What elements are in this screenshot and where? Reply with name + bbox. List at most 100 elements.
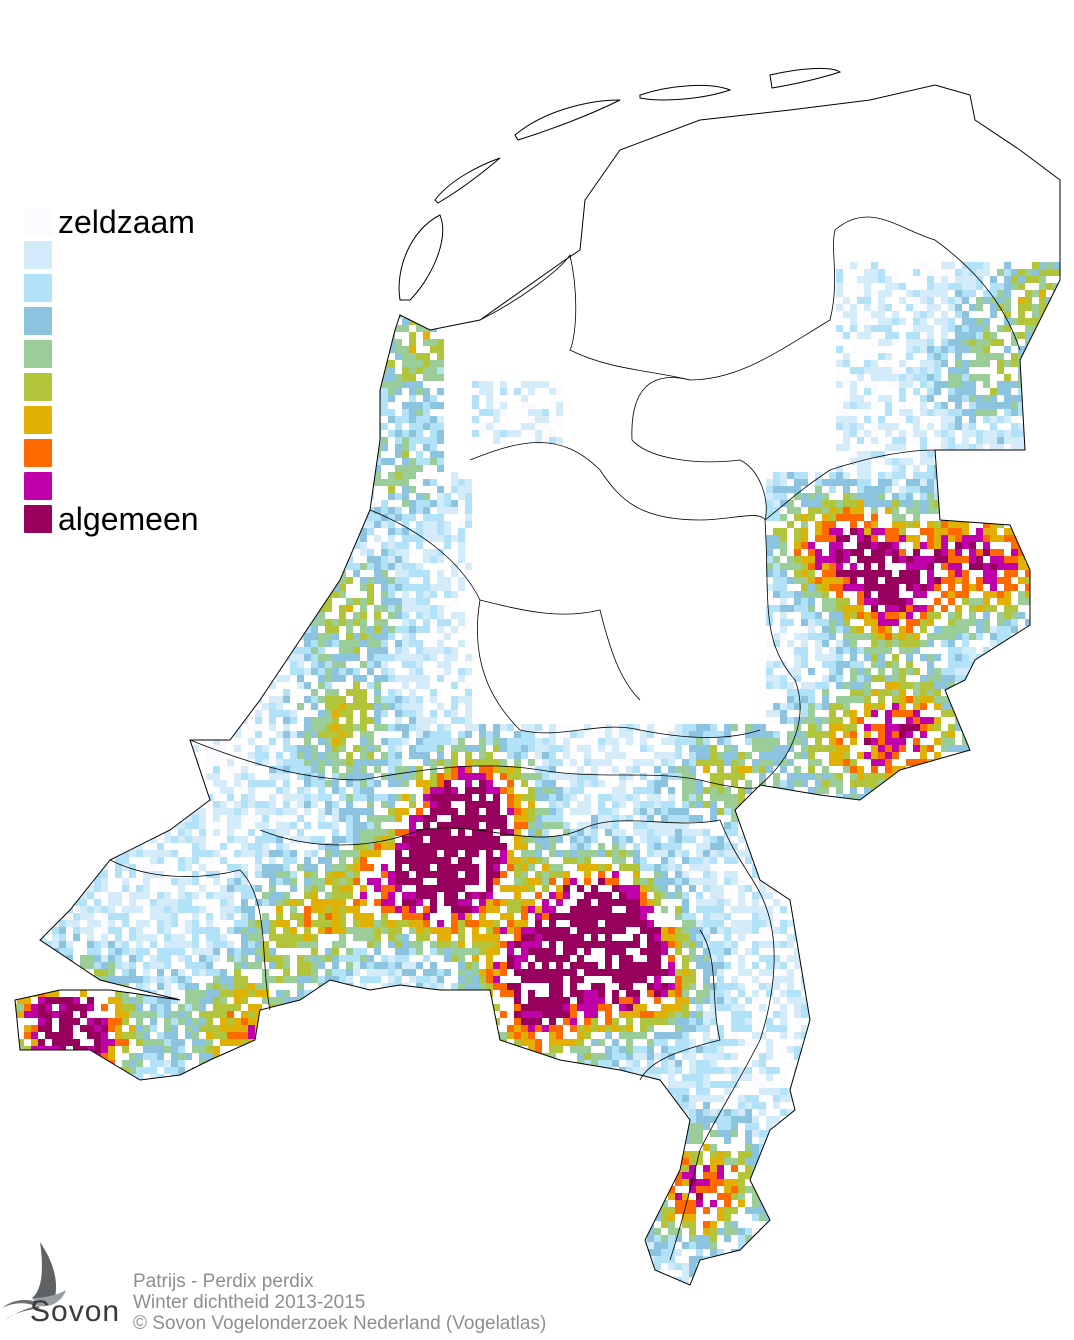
- density-cell: [241, 129, 248, 136]
- density-cell: [227, 605, 234, 612]
- density-cell: [808, 626, 815, 633]
- density-cell: [199, 115, 206, 122]
- density-cell: [318, 640, 325, 647]
- density-cell: [1018, 682, 1025, 689]
- density-cell: [948, 325, 955, 332]
- density-cell: [1060, 339, 1067, 346]
- density-cell: [381, 311, 388, 318]
- density-cell: [780, 535, 787, 542]
- density-cell: [360, 451, 367, 458]
- density-cell: [976, 339, 983, 346]
- density-cell: [948, 563, 955, 570]
- density-cell: [374, 85, 381, 87]
- density-cell: [276, 136, 283, 143]
- density-cell: [416, 94, 423, 101]
- density-cell: [213, 85, 220, 87]
- density-cell: [955, 332, 962, 339]
- density-cell: [556, 388, 563, 395]
- density-cell: [409, 584, 416, 591]
- density-cell: [94, 563, 101, 570]
- density-cell: [1025, 654, 1032, 661]
- density-cell: [913, 290, 920, 297]
- density-cell: [416, 290, 423, 297]
- density-cell: [1004, 591, 1011, 598]
- density-cell: [227, 304, 234, 311]
- density-cell: [962, 493, 969, 500]
- density-cell: [857, 283, 864, 290]
- density-cell: [15, 150, 17, 157]
- density-cell: [346, 101, 353, 108]
- density-cell: [290, 549, 297, 556]
- density-cell: [227, 227, 234, 234]
- density-cell: [178, 85, 185, 87]
- density-cell: [178, 164, 185, 171]
- density-cell: [997, 437, 1004, 444]
- density-cell: [199, 500, 206, 507]
- density-cell: [899, 367, 906, 374]
- density-cell: [311, 395, 318, 402]
- density-cell: [1004, 283, 1011, 290]
- density-cell: [360, 192, 367, 199]
- density-cell: [465, 521, 472, 528]
- density-cell: [969, 339, 976, 346]
- density-cell: [367, 178, 374, 185]
- density-cell: [374, 276, 381, 283]
- density-cell: [353, 507, 360, 514]
- density-cell: [206, 206, 213, 213]
- density-cell: [346, 381, 353, 388]
- density-cell: [52, 164, 59, 171]
- density-cell: [934, 626, 941, 633]
- density-cell: [780, 493, 787, 500]
- density-cell: [360, 675, 367, 682]
- density-cell: [381, 143, 388, 150]
- density-cell: [465, 486, 472, 493]
- density-cell: [325, 640, 332, 647]
- density-cell: [941, 283, 948, 290]
- density-cell: [395, 325, 402, 332]
- density-cell: [941, 437, 948, 444]
- density-cell: [381, 388, 388, 395]
- density-cell: [829, 521, 836, 528]
- density-cell: [780, 626, 787, 633]
- density-cell: [262, 549, 269, 556]
- density-cell: [836, 465, 843, 472]
- density-cell: [444, 619, 451, 626]
- density-cell: [304, 668, 311, 675]
- density-cell: [388, 458, 395, 465]
- density-cell: [157, 619, 164, 626]
- density-cell: [409, 668, 416, 675]
- density-cell: [374, 87, 381, 94]
- density-cell: [1067, 472, 1074, 479]
- density-cell: [255, 570, 262, 577]
- density-cell: [234, 234, 241, 241]
- density-cell: [976, 444, 983, 451]
- density-cell: [283, 325, 290, 332]
- density-cell: [1067, 647, 1074, 654]
- density-cell: [346, 472, 353, 479]
- density-cell: [129, 605, 136, 612]
- density-cell: [262, 472, 269, 479]
- density-cell: [388, 493, 395, 500]
- density-cell: [213, 493, 220, 500]
- density-cell: [248, 556, 255, 563]
- density-cell: [773, 563, 780, 570]
- density-cell: [941, 640, 948, 647]
- density-cell: [402, 451, 409, 458]
- density-cell: [955, 325, 962, 332]
- density-cell: [66, 584, 73, 591]
- density-cell: [955, 619, 962, 626]
- density-cell: [269, 591, 276, 598]
- density-cell: [346, 423, 353, 430]
- density-cell: [486, 402, 493, 409]
- density-cell: [794, 577, 801, 584]
- density-cell: [311, 577, 318, 584]
- density-cell: [402, 493, 409, 500]
- density-cell: [388, 535, 395, 542]
- density-cell: [927, 465, 934, 472]
- density-cell: [878, 311, 885, 318]
- density-cell: [1053, 682, 1060, 689]
- density-cell: [927, 507, 934, 514]
- density-cell: [52, 150, 59, 157]
- density-cell: [17, 500, 24, 507]
- density-cell: [367, 164, 374, 171]
